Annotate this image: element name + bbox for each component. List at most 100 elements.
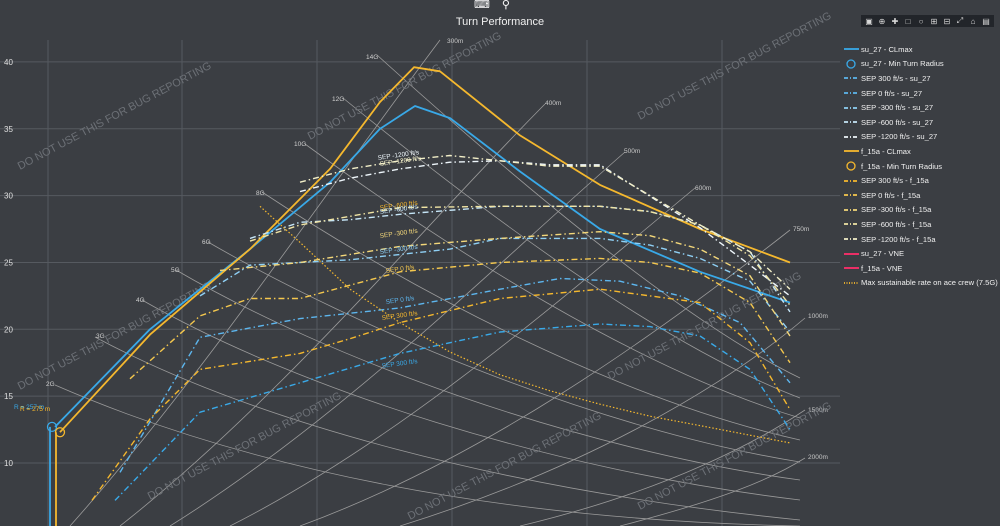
iso-g-line-7 — [342, 97, 801, 399]
legend-item[interactable]: su_27 - CLmax — [843, 42, 1000, 57]
legend-item[interactable]: SEP 300 ft/s - f_15a — [843, 173, 1000, 188]
legend-item[interactable]: SEP -1200 ft/s - f_15a — [843, 232, 1000, 247]
iso-g-line-8 — [376, 54, 801, 379]
series-line-3 — [119, 277, 791, 473]
legend-swatch — [844, 267, 859, 270]
legend-item[interactable]: SEP 0 ft/s - f_15a — [843, 188, 1000, 203]
legend-swatch — [844, 179, 859, 182]
watermark-1: DO NOT USE THIS FOR BUG REPORTING — [16, 280, 214, 393]
logo-icon[interactable]: ▤ — [982, 16, 990, 26]
legend-item[interactable]: SEP -300 ft/s - f_15a — [843, 203, 1000, 218]
legend-swatch — [844, 77, 859, 80]
iso-g-line-5 — [261, 191, 801, 441]
zoom-out-icon[interactable]: ⊟ — [943, 16, 951, 26]
annotation-0: R = 257 m — [14, 404, 44, 411]
iso-g-line-3 — [175, 269, 801, 481]
watermark-6: DO NOT USE THIS FOR BUG REPORTING — [146, 390, 344, 503]
legend-item[interactable]: SEP -600 ft/s - su_27 — [843, 115, 1000, 130]
radius-label-2: 500m — [624, 148, 640, 155]
radius-label-1: 400m — [545, 100, 561, 107]
iso-g-line-6 — [304, 143, 801, 419]
box-select-icon[interactable]: □ — [905, 16, 911, 26]
legend-item[interactable]: f_15a - CLmax — [843, 144, 1000, 159]
lasso-icon[interactable]: ○ — [918, 16, 924, 26]
camera-icon[interactable]: ▣ — [865, 16, 873, 26]
annotation-1: R = 275 m — [20, 406, 50, 413]
iso-curves: 2G 3G 4G 5G 6G 8G 10G 12G 14G 300m 400m 500m 600m 750… — [46, 38, 828, 526]
share-icon[interactable]: ⚲ — [501, 0, 510, 11]
legend-swatch — [844, 194, 859, 197]
legend-swatch — [844, 92, 859, 94]
legend-item[interactable]: SEP -600 ft/s - f_15a — [843, 217, 1000, 232]
series-lines — [46, 66, 791, 526]
legend-swatch — [844, 252, 859, 255]
legend-label: SEP -600 ft/s - f_15a — [861, 219, 932, 229]
legend-label: SEP 0 ft/s - f_15a — [861, 190, 921, 200]
legend-label: SEP 300 ft/s - f_15a — [861, 176, 929, 186]
legend-swatch — [844, 121, 859, 124]
legend-item[interactable]: SEP 300 ft/s - su_27 — [843, 71, 1000, 86]
ytick-20: 20 — [4, 325, 13, 334]
autoscale-icon[interactable]: ⤢ — [956, 16, 964, 25]
legend-label: SEP -600 ft/s - su_27 — [861, 117, 934, 127]
series-line-9 — [219, 231, 791, 337]
series-line-11 — [299, 154, 791, 290]
zoom-in-icon[interactable]: ⊞ — [930, 16, 938, 26]
reset-icon[interactable]: ⌂ — [970, 16, 976, 26]
g-label-8: 14G — [366, 54, 378, 61]
iso-g-line-4 — [207, 241, 801, 463]
g-label-5: 8G — [256, 190, 265, 197]
series-line-0 — [54, 105, 791, 428]
zoom-icon[interactable]: ⊕ — [878, 16, 886, 26]
legend-item[interactable]: su_27 - Min Turn Radius — [843, 57, 1000, 72]
g-label-0: 2G — [46, 381, 55, 388]
g-label-2: 4G — [136, 297, 145, 304]
ytick-40: 40 — [4, 58, 13, 67]
legend-swatch — [844, 48, 859, 51]
radius-label-0: 300m — [447, 38, 463, 45]
legend-item[interactable]: Max sustainable rate on ace crew (7.5G) — [843, 276, 1000, 291]
ytick-10: 10 — [4, 459, 13, 468]
legend-swatch — [844, 135, 859, 138]
ytick-25: 25 — [4, 258, 13, 267]
legend-item[interactable]: SEP 0 ft/s - su_27 — [843, 86, 1000, 101]
legend-item[interactable]: f_15a - Min Turn Radius — [843, 159, 1000, 174]
legend-item[interactable]: SEP -300 ft/s - su_27 — [843, 100, 1000, 115]
legend-label: su_27 - CLmax — [861, 44, 913, 54]
legend-swatch — [844, 281, 859, 284]
legend-label: SEP -300 ft/s - su_27 — [861, 103, 934, 113]
legend-item[interactable]: f_15a - VNE — [843, 261, 1000, 276]
legend-label: f_15a - CLmax — [861, 146, 911, 156]
keyboard-icon[interactable]: ⌨ — [474, 0, 490, 11]
g-label-6: 10G — [294, 141, 306, 148]
legend-item[interactable]: SEP -1200 ft/s - su_27 — [843, 130, 1000, 145]
f-15a-min-turn-marker — [54, 427, 66, 438]
series-line-10 — [249, 205, 791, 306]
iso-radius-line-4 — [299, 229, 791, 526]
legend-label: SEP 300 ft/s - su_27 — [861, 73, 931, 83]
legend-label: su_27 - VNE — [861, 249, 905, 259]
iso-radius-line-0 — [69, 39, 441, 526]
legend-label: su_27 - Min Turn Radius — [861, 59, 944, 69]
series-line-1 — [59, 66, 791, 433]
radius-label-5: 1000m — [808, 313, 828, 320]
annotation-11: SEP 300 ft/s — [381, 358, 418, 370]
ytick-30: 30 — [4, 192, 13, 201]
grid-lines — [0, 40, 840, 526]
legend-swatch — [844, 223, 859, 226]
legend-label: SEP -1200 ft/s - su_27 — [861, 132, 938, 142]
iso-radius-line-3 — [229, 187, 696, 526]
legend-label: f_15a - Min Turn Radius — [861, 161, 943, 171]
legend-label: SEP -300 ft/s - f_15a — [861, 205, 932, 215]
legend-swatch — [844, 106, 859, 109]
radius-label-7: 2000m — [808, 454, 828, 461]
series-line-4 — [199, 237, 791, 333]
y-axis-ticks: 10 15 20 25 30 35 40 — [4, 58, 13, 468]
g-label-3: 5G — [171, 267, 180, 274]
iso-radius-line-2 — [169, 151, 626, 526]
legend-item[interactable]: su_27 - VNE — [843, 246, 1000, 261]
pan-icon[interactable]: ✚ — [891, 16, 899, 26]
iso-radius-line-6 — [519, 409, 806, 526]
